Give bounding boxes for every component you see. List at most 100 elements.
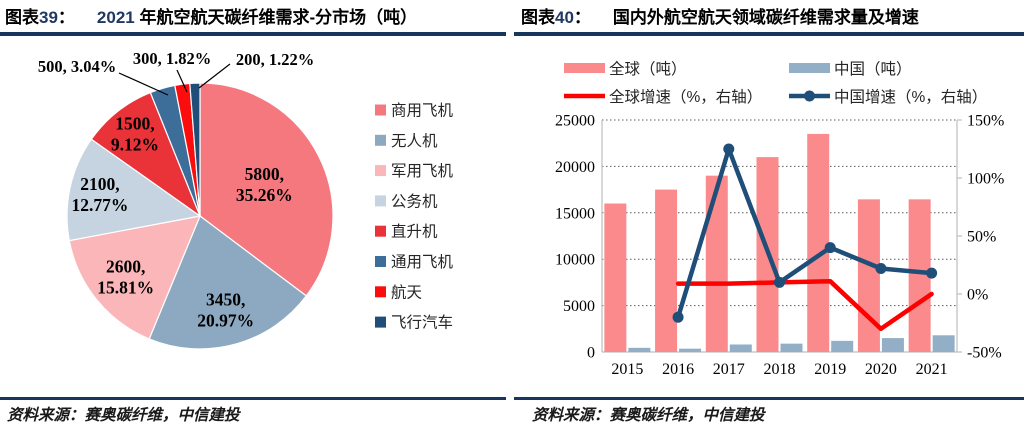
bar-全球（吨）-2021 (908, 199, 931, 352)
pie-callout-通用飞机: 500, 3.04% (38, 57, 116, 76)
bar-中国（吨）-2016 (679, 348, 702, 352)
pie-slices (66, 82, 334, 350)
legend-label-全球增速（%，右轴）: 全球增速（%，右轴） (609, 88, 762, 106)
pie-label-直升机: 1500, 9.12% (111, 114, 159, 155)
left-tick-label: 15000 (555, 205, 595, 222)
figure-39-source-rule (0, 397, 506, 400)
legend-swatch-通用飞机 (375, 256, 386, 267)
pie-label-公务机: 2100, 12.77% (72, 174, 129, 215)
figure-39-header: 图表39： 2021 年航空航天碳纤维需求-分市场（吨） (0, 3, 506, 33)
left-tick-label: 10000 (555, 252, 595, 269)
line-marker-中国增速（%，右轴） (672, 311, 684, 323)
legend-swatch-公务机 (375, 195, 386, 207)
left-tick-label: 5000 (563, 298, 595, 315)
legend-swatch-直升机 (375, 225, 386, 237)
pie-label-商用飞机: 5800, 35.26% (236, 164, 293, 205)
line-marker-中国增速（%，右轴） (926, 267, 938, 279)
legend-label-通用飞机: 通用飞机 (391, 253, 454, 271)
pie-label-无人机: 3450, 20.97% (197, 290, 254, 331)
pie-labels: 5800, 35.26% 3450, 20.97% 2600, 15.81% 2100, 12… (38, 49, 314, 331)
bar-全球（吨）-2019 (807, 133, 830, 352)
bars (604, 133, 955, 352)
legend-swatch-中国（吨） (789, 63, 830, 73)
x-tick-label: 2017 (713, 361, 745, 378)
bar-全球（吨）-2020 (857, 199, 880, 352)
right-tick-label: 0% (967, 287, 988, 304)
x-tick-label: 2021 (916, 361, 948, 378)
legend-label-商用飞机: 商用飞机 (391, 102, 454, 120)
figure-39-source: 资料来源：赛奥碳纤维，中信建投 (7, 407, 240, 424)
figure-40-panel: 图表40： 国内外航空航天领域碳纤维需求量及增速 0 5000 10000 15000… (514, 0, 1024, 431)
bar-全球（吨）-2016 (655, 189, 678, 352)
legend-swatch-军用飞机 (375, 165, 386, 177)
figure-40-source: 资料来源：赛奥碳纤维，中信建投 (532, 407, 765, 424)
figure-40-tag: 图表40： (521, 8, 591, 27)
figure-39-pie-chart: 5800, 35.26% 3450, 20.97% 2600, 15.81% 2100, 12… (38, 49, 454, 350)
bar-中国（吨）-2018 (780, 343, 803, 352)
bar-全球（吨）-2017 (705, 175, 728, 352)
figure-40-title-rule (514, 32, 1024, 36)
pie-callout-航天: 300, 1.82% (133, 49, 211, 68)
x-tick-label: 2015 (611, 361, 643, 378)
left-tick-label: 20000 (555, 159, 595, 176)
legend-swatch-无人机 (375, 134, 386, 146)
legend-label-公务机: 公务机 (391, 192, 438, 210)
figure-40-source-rule (514, 397, 1024, 400)
right-tick-label: 100% (967, 171, 1004, 188)
pie-slice-无人机 (148, 215, 308, 350)
bar-中国（吨）-2019 (831, 340, 854, 352)
pie-leader-航天 (176, 69, 188, 93)
line-marker-中国增速（%，右轴） (875, 262, 887, 274)
legend-label-无人机: 无人机 (391, 132, 438, 150)
figure-40-combo-chart: 0 5000 10000 15000 20000 25000 -50% 0% 50% 100% 15… (555, 60, 1004, 379)
bar-全球（吨）-2015 (604, 203, 627, 352)
legend-swatch-飞行汽车 (375, 316, 386, 328)
legend-label-航天: 航天 (391, 283, 422, 301)
legend-swatch-商用飞机 (375, 104, 386, 116)
lines (672, 143, 938, 332)
line-marker-中国增速（%，右轴） (824, 242, 836, 254)
pie-leader-通用飞机 (118, 72, 169, 96)
x-tick-label: 2018 (764, 361, 796, 378)
figure-39-tag: 图表39： (5, 8, 75, 27)
legend-label-全球（吨）: 全球（吨） (609, 60, 687, 78)
line-中国增速（%，右轴） (675, 146, 934, 320)
line-marker-中国增速（%，右轴） (723, 143, 735, 155)
left-tick-label: 0 (587, 345, 595, 362)
x-tick-label: 2020 (865, 361, 897, 378)
pie-slice-军用飞机 (68, 215, 201, 340)
figure-39-title: 2021 年航空航天碳纤维需求-分市场（吨） (96, 8, 418, 27)
pie-label-军用飞机: 2600, 15.81% (97, 256, 154, 297)
bar-中国（吨）-2015 (628, 347, 651, 352)
pie-callout-飞行汽车: 200, 1.22% (236, 50, 314, 69)
right-tick-label: 50% (967, 229, 996, 246)
bar-中国（吨）-2017 (729, 344, 752, 352)
legend-label-飞行汽车: 飞行汽车 (391, 314, 453, 332)
legend-swatch-航天 (375, 286, 386, 298)
pie-slice-商用飞机 (199, 82, 334, 297)
legend-label-军用飞机: 军用飞机 (391, 162, 454, 180)
legend-label-直升机: 直升机 (391, 223, 438, 241)
pie-leader-飞行汽车 (198, 63, 231, 89)
legend-label-中国（吨）: 中国（吨） (834, 60, 912, 78)
figure-39-title-rule (0, 32, 506, 36)
pie-slice-飞行汽车 (189, 82, 201, 217)
figure-40-header: 图表40： 国内外航空航天领域碳纤维需求量及增速 (514, 3, 1024, 33)
pie-slice-公务机 (66, 138, 202, 242)
bar-中国（吨）-2020 (881, 338, 904, 352)
figure-40-title: 国内外航空航天领域碳纤维需求量及增速 (612, 8, 919, 27)
left-tick-label: 25000 (555, 113, 595, 130)
legend-marker-中国增速（%，右轴） (804, 90, 815, 102)
line-全球增速（%，右轴） (675, 278, 934, 332)
bar-中国（吨）-2021 (932, 335, 955, 352)
figure-39-panel: 图表39： 2021 年航空航天碳纤维需求-分市场（吨） 5800, 35.26%… (0, 0, 506, 431)
x-tick-label: 2019 (814, 361, 846, 378)
combo-legend: 全球（吨） 中国（吨） 全球增速（%，右轴） 中国增速（%，右轴） (564, 60, 987, 106)
gridlines (602, 119, 957, 307)
axes: 0 5000 10000 15000 20000 25000 -50% 0% 50% 100% 15… (555, 113, 1004, 379)
legend-swatch-全球（吨） (564, 63, 605, 73)
x-tick-label: 2016 (662, 361, 694, 378)
right-tick-label: 150% (967, 113, 1004, 130)
